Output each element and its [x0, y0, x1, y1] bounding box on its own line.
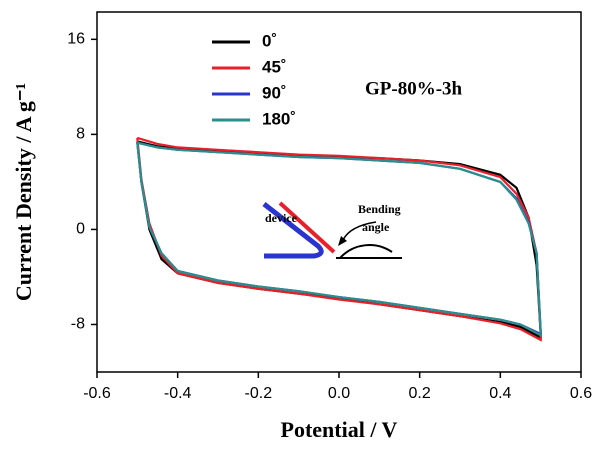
- x-tick-label: 0.4: [489, 385, 511, 402]
- legend-label: 90˚: [262, 83, 287, 102]
- y-tick-label: 16: [67, 31, 85, 48]
- annotation: GP-80%-3h: [365, 78, 463, 99]
- x-tick-label: 0.0: [328, 385, 350, 402]
- inset-device-blue: [262, 202, 324, 259]
- inset-label: Bending: [358, 202, 401, 216]
- inset-arrowhead: [338, 236, 347, 246]
- y-tick-label: 8: [76, 126, 85, 143]
- inset-label: device: [265, 211, 298, 225]
- x-tick-label: 0.2: [409, 385, 431, 402]
- y-tick-label: 0: [76, 221, 85, 238]
- x-axis-label: Potential / V: [281, 417, 398, 442]
- inset-arrow: [342, 221, 377, 241]
- inset-label: angle: [362, 220, 390, 234]
- plot-frame: [96, 11, 582, 373]
- cv-curve: [136, 136, 542, 342]
- cv-curve: [136, 141, 542, 338]
- y-axis-label: Current Density / A g⁻¹: [11, 83, 36, 301]
- inset-angle-arc: [339, 244, 393, 259]
- x-tick-label: -0.4: [164, 385, 192, 402]
- x-tick-label: -0.2: [245, 385, 273, 402]
- x-tick-label: 0.6: [570, 385, 592, 402]
- y-tick-label: -8: [71, 316, 85, 333]
- legend-label: 45˚: [262, 57, 287, 76]
- x-tick-label: -0.6: [83, 385, 111, 402]
- inset-illustration: [262, 201, 402, 259]
- inset-device-red: [278, 201, 336, 254]
- legend-label: 0˚: [262, 31, 277, 50]
- legend-label: 180˚: [262, 109, 296, 128]
